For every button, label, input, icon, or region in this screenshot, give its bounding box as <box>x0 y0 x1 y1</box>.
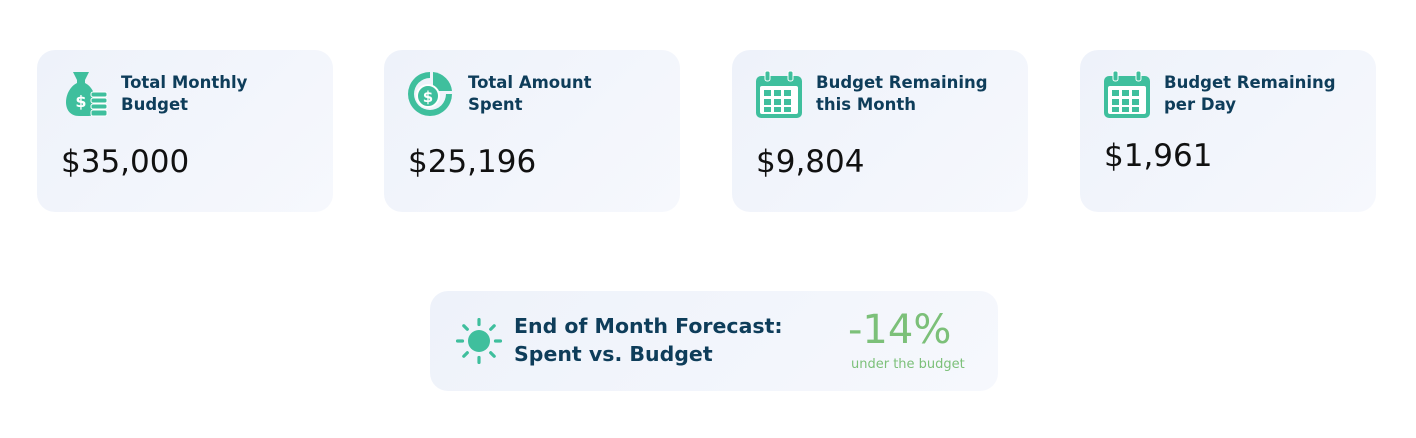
card-value: $25,196 <box>408 144 537 180</box>
card-value: $9,804 <box>756 144 865 180</box>
card-title: Total Amount Spent <box>468 72 668 116</box>
card-title-line-2: per Day <box>1164 95 1236 114</box>
forecast-title-line-2: Spent vs. Budget <box>514 342 713 366</box>
card-title-line-1: Budget Remaining <box>1164 73 1336 92</box>
card-value: $35,000 <box>61 144 190 180</box>
budget-remaining-month-card: Budget Remaining this Month $9,804 <box>732 50 1028 212</box>
forecast-title-line-1: End of Month Forecast: <box>514 314 783 338</box>
card-value: $1,961 <box>1104 138 1213 174</box>
card-title-line-1: Budget Remaining <box>816 73 988 92</box>
card-title-line-2: Budget <box>121 95 189 114</box>
calendar-icon <box>754 70 804 120</box>
budget-remaining-day-card: Budget Remaining per Day $1,961 <box>1080 50 1376 212</box>
card-title-line-2: this Month <box>816 95 916 114</box>
dollar-pie-icon: $ <box>406 70 456 120</box>
forecast-card: End of Month Forecast: Spent vs. Budget … <box>430 291 998 391</box>
card-title-line-1: Total Monthly <box>121 73 248 92</box>
card-title: Budget Remaining this Month <box>816 72 1016 116</box>
svg-text:$: $ <box>75 92 86 111</box>
money-bag-icon: $ <box>59 70 109 120</box>
sun-icon <box>455 317 503 365</box>
calendar-icon <box>1102 70 1152 120</box>
total-monthly-budget-card: $ Total Monthly Budget $35,000 <box>37 50 333 212</box>
forecast-caption: under the budget <box>851 357 965 372</box>
forecast-title: End of Month Forecast: Spent vs. Budget <box>514 312 814 368</box>
svg-text:$: $ <box>423 88 433 106</box>
total-amount-spent-card: $ Total Amount Spent $25,196 <box>384 50 680 212</box>
card-title: Budget Remaining per Day <box>1164 72 1364 116</box>
card-title: Total Monthly Budget <box>121 72 321 116</box>
card-title-line-2: Spent <box>468 95 523 114</box>
forecast-percentage: -14% <box>848 307 952 353</box>
card-title-line-1: Total Amount <box>468 73 592 92</box>
